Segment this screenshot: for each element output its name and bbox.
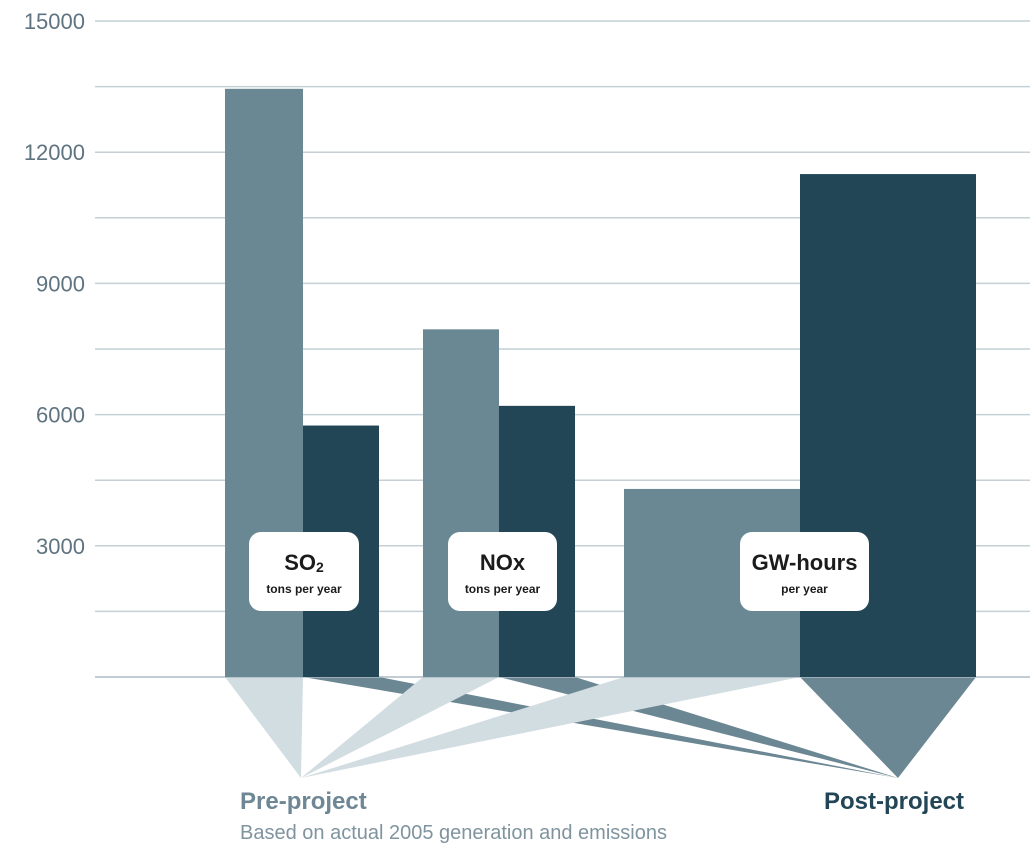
y-tick-label: 12000 <box>24 140 85 165</box>
data-source-note: Based on actual 2005 generation and emis… <box>240 822 667 844</box>
pre-funnel-2 <box>301 677 499 778</box>
y-tick-label: 9000 <box>36 271 85 296</box>
pre-funnel-3 <box>301 677 800 778</box>
y-tick-label: 6000 <box>36 403 85 428</box>
group-label-3: GW-hours <box>752 550 858 575</box>
y-axis-ticks: 3000 6000 9000 12000 15000 <box>24 9 85 559</box>
post-funnel-3 <box>800 677 976 778</box>
label-badge-2 <box>448 532 557 611</box>
label-badge-3 <box>740 532 869 611</box>
group-label-2: NOx <box>480 550 526 575</box>
funnel-connectors <box>225 677 976 778</box>
post-project-label: Post-project <box>824 788 965 815</box>
bar-pre-2 <box>423 329 499 677</box>
pre-funnel-1 <box>225 677 303 778</box>
group-sublabel-1: tons per year <box>266 582 342 596</box>
label-badge-1 <box>249 532 359 611</box>
post-funnel-1 <box>303 677 898 778</box>
group-sublabel-3: per year <box>781 582 828 596</box>
group-sublabel-2: tons per year <box>465 582 541 596</box>
y-tick-label: 15000 <box>24 9 85 34</box>
y-tick-label: 3000 <box>36 534 85 559</box>
pre-project-label: Pre-project <box>240 788 367 815</box>
